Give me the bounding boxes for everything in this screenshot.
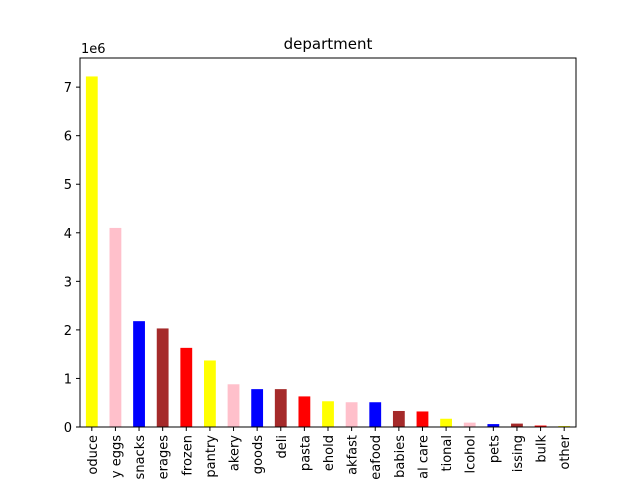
x-tick-label: pets [487,435,502,463]
bar-beverages [156,328,169,427]
bar-deli [274,389,287,427]
plot-frame [79,57,577,428]
y-tick-label: 5 [64,178,72,193]
x-tick-label: frozen [180,435,195,476]
bar-snacks [133,321,145,427]
y-axis-offset-label: 1e6 [81,42,106,57]
x-tick-label: deli [275,435,290,458]
x-tick-label: pantry [204,435,219,478]
bar-canned-goods [251,389,264,427]
bar-bulk [534,425,547,427]
bar-dairy-eggs [109,227,122,427]
bar-bakery [227,384,240,427]
bar-dry-goods-pasta [298,396,311,427]
x-tick-label: goods [251,435,266,474]
x-tick-label: oduce [86,435,101,475]
bar-household [322,401,334,427]
x-tick-label: erages [157,435,172,480]
bar-produce [85,76,98,427]
bar-meat-seafood [369,402,382,427]
x-tick-label: akfast [346,435,361,475]
x-tick-label: pasta [298,435,313,471]
bar-pantry [204,360,216,427]
y-tick-label: 3 [64,275,72,290]
x-tick-label: ehold [322,435,337,471]
y-tick-label: 4 [64,227,72,242]
x-tick-label: other [558,434,573,469]
x-tick-label: eafood [369,435,384,480]
bar-babies [392,410,405,427]
x-tick-label: akery [228,435,243,471]
bar-breakfast [345,402,358,427]
y-tick-label: 2 [64,324,72,339]
bar-frozen [180,347,193,427]
x-tick-label: issing [511,435,526,472]
x-tick-label: babies [393,435,408,478]
bar-alcohol [463,422,476,427]
x-tick-label: al care [416,435,431,479]
bar-missing [511,423,523,427]
x-tick-label: y eggs [109,435,124,478]
x-tick-label: lcohol [464,435,479,474]
chart-title: department [284,35,373,53]
y-tick-label: 1 [64,372,72,387]
bars-group [85,76,571,427]
y-axis: 0 1 2 3 4 5 6 7 [64,81,80,436]
bar-pets [487,424,500,427]
y-tick-label: 7 [64,81,72,96]
y-tick-label: 6 [64,130,72,145]
x-axis: oduce y eggs snacks erages frozen pantry akery… [86,427,573,480]
x-tick-label: snacks [133,435,148,480]
y-tick-label: 0 [64,421,72,436]
bar-international [440,418,452,427]
bar-personal-care [416,411,429,427]
x-tick-label: bulk [535,435,550,463]
x-tick-label: tional [440,435,455,471]
